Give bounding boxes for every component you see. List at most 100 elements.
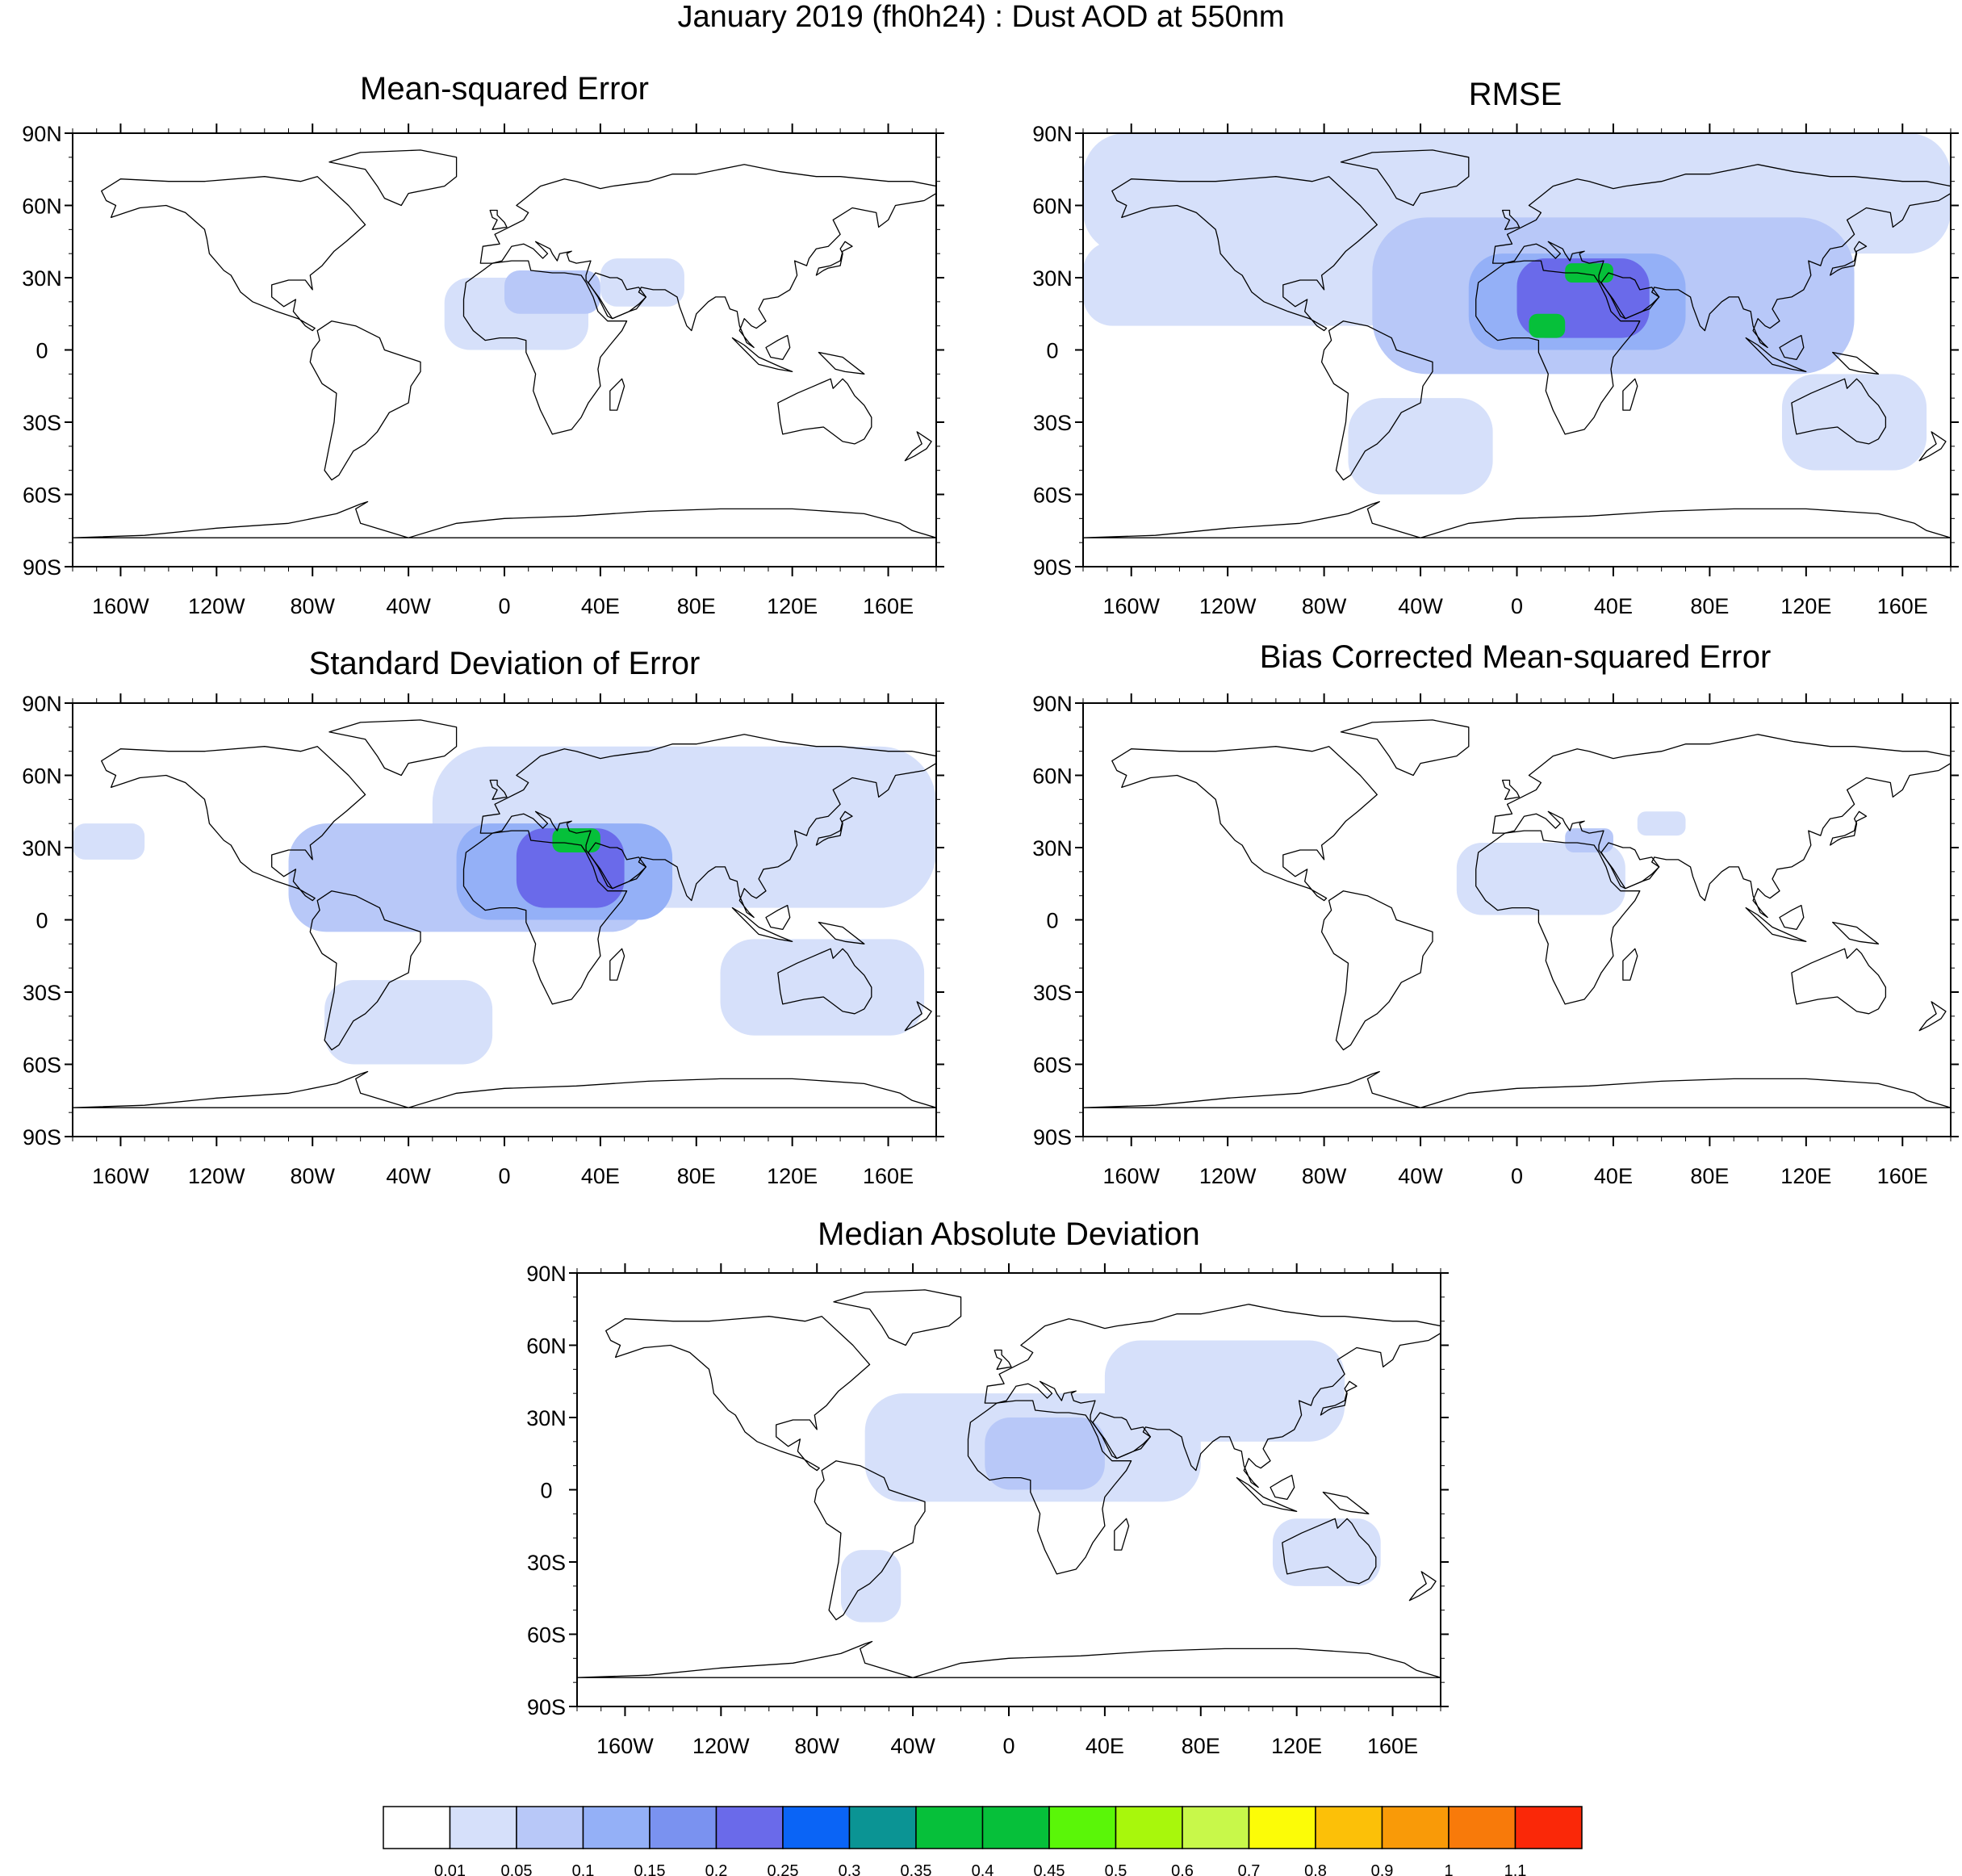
aod-region-1 [73,823,145,860]
lon-tick-label: 160W [1102,594,1160,618]
map-panel-1: 90N 60N 30N 0 30S 60S 90S 160W 120W 80W 40W 0 40E 80E… [1032,122,1959,618]
lat-tick-label: 60S [527,1623,566,1648]
lat-tick-label: 30S [1033,411,1072,435]
lat-tick-label: 90S [1033,1125,1072,1149]
lat-tick-label: 60N [1032,195,1073,219]
coastline-madagascar [609,948,625,981]
coastline-antarctica [1083,500,1951,538]
lon-tick-label: 120W [692,1734,750,1758]
coastline-new-guinea [1832,351,1880,375]
colorbar-swatch-7 [848,1806,917,1849]
coastline-indonesia [1745,337,1807,373]
lon-tick-label: 80W [794,1734,839,1758]
lat-tick-label: 30N [1032,266,1073,291]
lat-tick-label: 90S [23,555,61,580]
coastline-greenland [1340,719,1470,777]
lat-tick-label: 0 [540,1479,552,1503]
lat-tick-label: 90N [1032,122,1073,146]
coastline-africa [462,260,628,435]
lat-tick-label: 0 [36,339,48,363]
aod-region-2 [1272,1518,1381,1586]
map-panel-0: 90N 60N 30N 0 30S 60S 90S 160W 120W 80W 40W 0 40E 80E… [22,122,944,618]
lon-tick-label: 40E [1594,594,1633,618]
lat-tick-label: 60N [22,195,62,219]
coastline-new-guinea [1832,921,1880,944]
coastline-indonesia [731,907,793,942]
lon-tick-label: 40W [386,1164,431,1188]
coastline-indonesia [1236,1476,1298,1512]
coastline-new-zealand [1918,1001,1947,1032]
aod-region-1 [1104,1340,1345,1442]
shading-layer [840,1340,1381,1623]
aod-region-1 [1565,828,1613,852]
coastline-antarctica [1083,1070,1951,1108]
shading-layer [1083,133,1951,495]
lon-tick-label: 40W [1398,594,1443,618]
lon-tick-label: 80E [1690,594,1729,618]
lat-tick-label: 60S [23,484,61,508]
coastline-new-guinea [1322,1491,1370,1514]
lon-tick-label: 80W [1302,1164,1347,1188]
lon-tick-label: 160W [92,1164,149,1188]
aod-region-2 [1637,811,1686,836]
coastline-antarctica [73,500,936,538]
lat-tick-label: 90S [527,1695,566,1719]
aod-region-7 [552,828,600,852]
coastline-new-zealand [904,431,932,462]
lat-tick-label: 0 [1046,339,1058,363]
aod-region-3 [1781,374,1927,471]
lat-tick-label: 90S [23,1125,61,1149]
aod-region-1 [504,270,600,314]
lon-tick-label: 160W [92,594,149,618]
coastline-borneo [1779,904,1805,931]
coastline-uk [489,209,508,230]
aod-region-1 [1083,241,1397,326]
colorbar-label: 0.35 [901,1862,932,1876]
lat-tick-label: 60S [1033,484,1072,508]
lon-tick-label: 120W [188,1164,245,1188]
lat-tick-label: 60N [1032,764,1073,789]
panel-title-bias-corrected: Bias Corrected Mean-squared Error [1259,639,1772,675]
colorbar-swatch-11 [1115,1806,1183,1849]
coastline-greenland [833,1289,962,1346]
coastline-north-america [1111,176,1378,332]
lon-tick-label: 160W [1102,1164,1160,1188]
coastline-europe-asia [479,164,936,349]
lon-tick-label: 120E [767,594,818,618]
lat-tick-label: 30S [527,1551,566,1575]
lat-tick-label: 90S [1033,555,1072,580]
lat-tick-label: 30S [1033,981,1072,1005]
coastline-africa [1475,260,1641,435]
colorbar-label: 0.2 [705,1862,728,1876]
colorbar-swatch-5 [715,1806,784,1849]
aod-region-0 [1456,843,1625,915]
colorbar-swatch-6 [782,1806,851,1849]
colorbar-swatch-3 [582,1806,651,1849]
colorbar-label: 1.1 [1504,1862,1527,1876]
coastline-madagascar [1114,1518,1130,1551]
shading-layer [444,258,684,350]
colorbar-swatch-9 [981,1806,1050,1849]
coastline-indonesia [731,337,793,373]
coastline-indonesia [1745,907,1807,942]
lon-tick-label: 40W [386,594,431,618]
lon-tick-label: 0 [498,1164,510,1188]
lon-tick-label: 160E [1367,1734,1418,1758]
lat-tick-label: 0 [36,909,48,933]
coastline-madagascar [609,378,625,411]
colorbar-label: 0.7 [1238,1862,1261,1876]
figure-title: January 2019 (fh0h24) : Dust AOD at 550n… [677,0,1285,34]
lon-tick-label: 40E [581,594,620,618]
map-panel-3: 90N 60N 30N 0 30S 60S 90S 160W 120W 80W 40W 0 40E 80E… [1032,692,1959,1188]
lat-tick-label: 90N [526,1262,567,1286]
lon-tick-label: 80W [1302,594,1347,618]
coastline-north-america [605,1316,871,1472]
lat-tick-label: 60N [526,1334,567,1359]
colorbar-swatch-10 [1048,1806,1117,1849]
coastline-madagascar [1622,948,1638,981]
coastline-south-america [814,1460,926,1621]
coastline-uk [1501,779,1521,800]
lat-tick-label: 30N [22,266,62,291]
